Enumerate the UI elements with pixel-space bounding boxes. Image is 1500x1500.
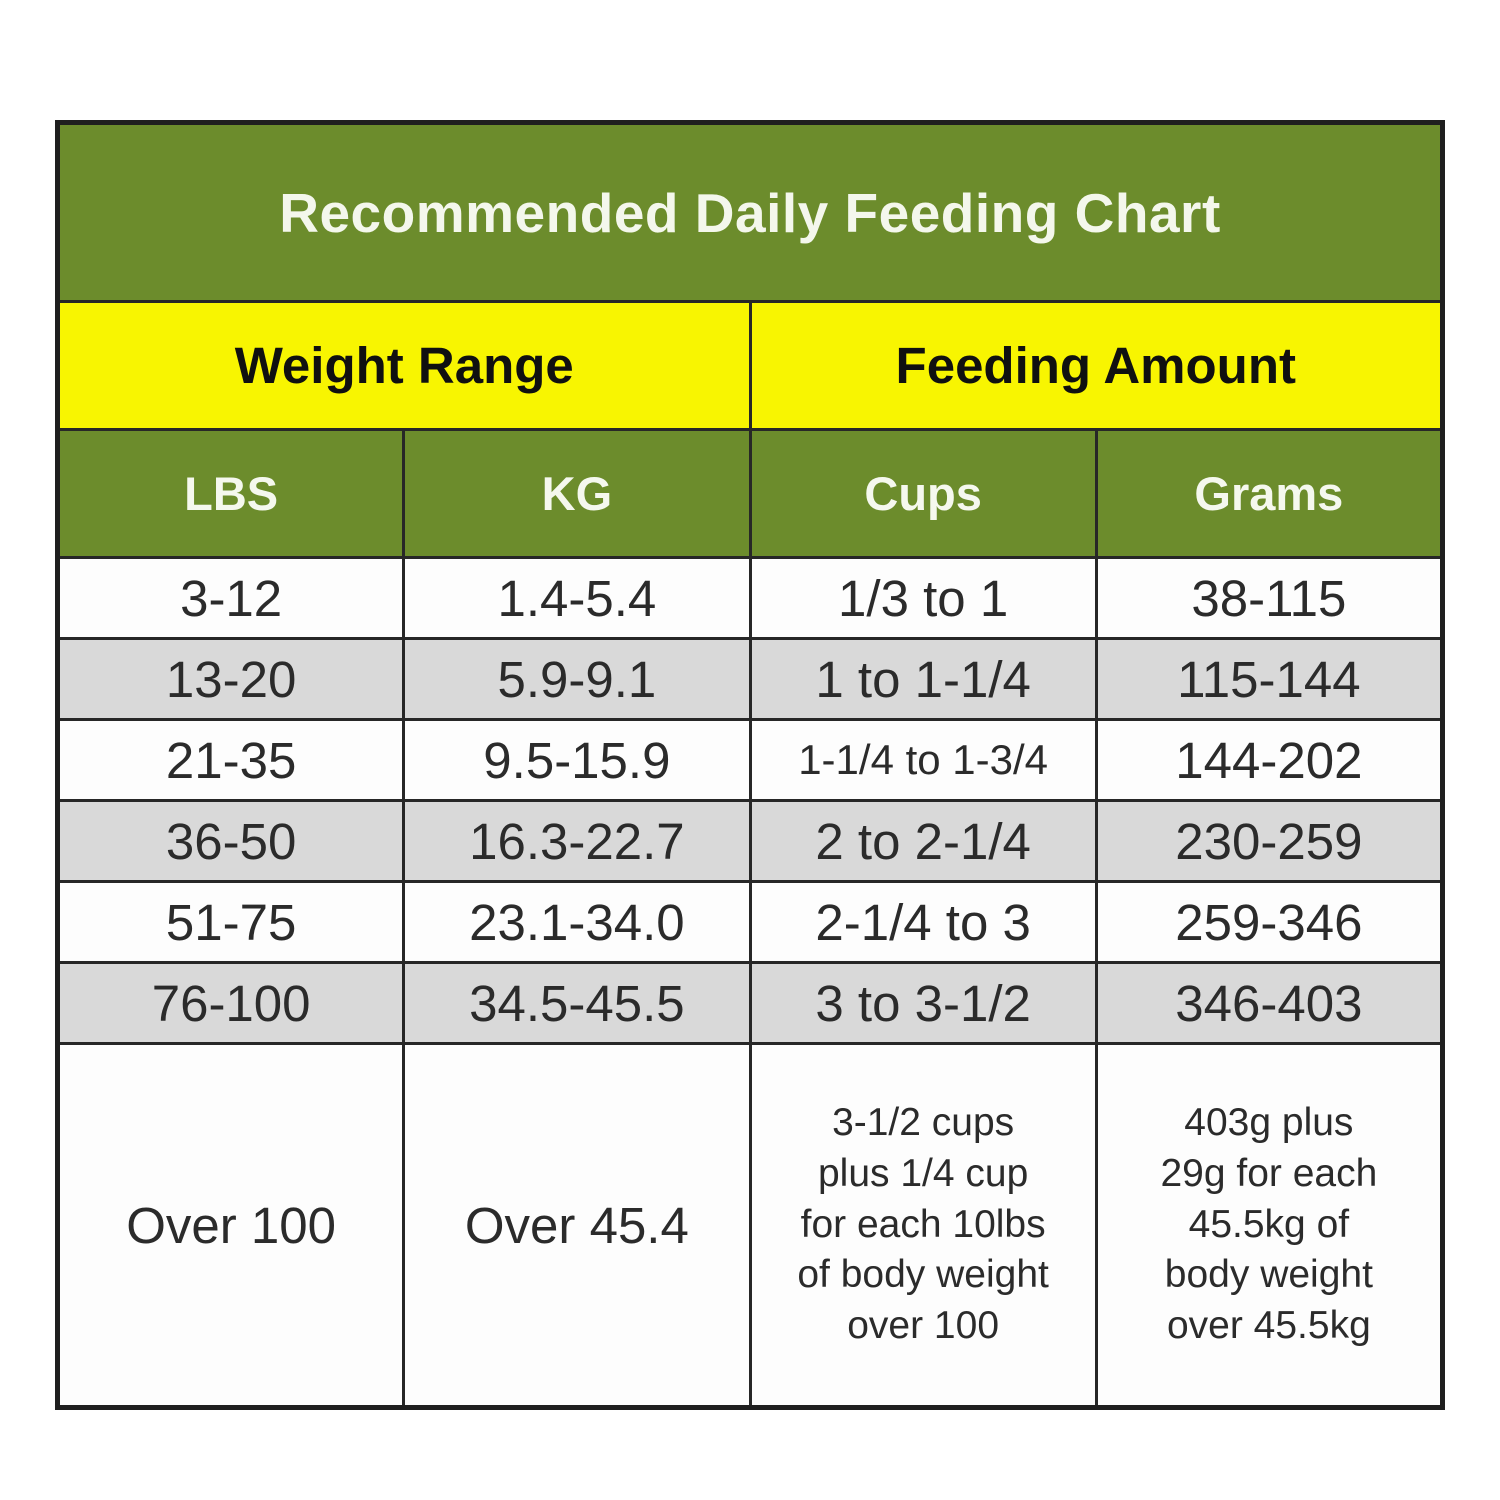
lbs-cell: 36-50	[55, 799, 406, 883]
grams-cell: 38-115	[1094, 556, 1445, 640]
grams-cell: 144-202	[1094, 718, 1445, 802]
grams-cell: 259-346	[1094, 880, 1445, 964]
table-row: 21-35 9.5-15.9 1-1/4 to 1-3/4 144-202	[55, 718, 1445, 802]
lbs-cell: 21-35	[55, 718, 406, 802]
cups-cell: 1/3 to 1	[748, 556, 1098, 640]
table-row: 3-12 1.4-5.4 1/3 to 1 38-115	[55, 556, 1445, 640]
cups-cell: 2 to 2-1/4	[748, 799, 1098, 883]
kg-cell: Over 45.4	[402, 1042, 752, 1409]
cups-cell: 3-1/2 cups plus 1/4 cup for each 10lbs o…	[748, 1042, 1098, 1409]
table-row: 51-75 23.1-34.0 2-1/4 to 3 259-346	[55, 880, 1445, 964]
kg-cell: 34.5-45.5	[402, 961, 752, 1045]
kg-cell: 9.5-15.9	[402, 718, 752, 802]
cups-cell: 1 to 1-1/4	[748, 637, 1098, 721]
table-row: 76-100 34.5-45.5 3 to 3-1/2 346-403	[55, 961, 1445, 1045]
column-header-grams: Grams	[1094, 428, 1445, 559]
group-header-weight-range: Weight Range	[56, 300, 752, 431]
kg-cell: 23.1-34.0	[402, 880, 752, 964]
group-header-feeding-amount: Feeding Amount	[748, 300, 1444, 431]
grams-cell: 115-144	[1094, 637, 1445, 721]
table-row: 13-20 5.9-9.1 1 to 1-1/4 115-144	[55, 637, 1445, 721]
kg-cell: 16.3-22.7	[402, 799, 752, 883]
lbs-cell: 3-12	[55, 556, 406, 640]
lbs-cell: Over 100	[55, 1042, 406, 1409]
kg-cell: 1.4-5.4	[402, 556, 752, 640]
chart-title: Recommended Daily Feeding Chart	[56, 121, 1444, 303]
feeding-chart-table: Recommended Daily Feeding Chart Weight R…	[55, 120, 1445, 1410]
grams-cell: 346-403	[1094, 961, 1445, 1045]
table-row: 36-50 16.3-22.7 2 to 2-1/4 230-259	[55, 799, 1445, 883]
grams-cell: 230-259	[1094, 799, 1445, 883]
cups-cell: 3 to 3-1/2	[748, 961, 1098, 1045]
cups-cell: 2-1/4 to 3	[748, 880, 1098, 964]
column-header-cups: Cups	[748, 428, 1098, 559]
lbs-cell: 51-75	[55, 880, 406, 964]
lbs-cell: 13-20	[55, 637, 406, 721]
kg-cell: 5.9-9.1	[402, 637, 752, 721]
table-row: Over 100 Over 45.4 3-1/2 cups plus 1/4 c…	[55, 1042, 1445, 1409]
column-header-kg: KG	[402, 428, 752, 559]
grams-cell: 403g plus 29g for each 45.5kg of body we…	[1094, 1042, 1445, 1409]
cups-cell: 1-1/4 to 1-3/4	[748, 718, 1098, 802]
lbs-cell: 76-100	[55, 961, 406, 1045]
column-header-lbs: LBS	[55, 428, 406, 559]
